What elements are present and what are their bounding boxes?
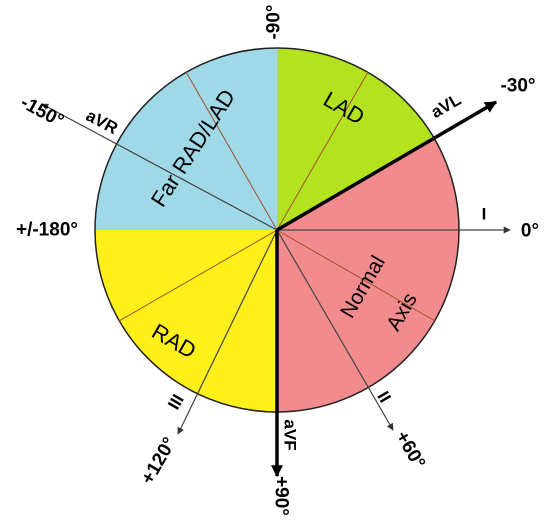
avr-axis [41,103,278,231]
divider-spoke [118,229,278,322]
far-rad-lad-sector [95,48,277,230]
lead-avr-label: aVR [83,106,121,138]
degree-minus-90: -90° [264,4,285,39]
degree-minus-30: -30° [500,76,535,97]
rad-sector [95,230,277,412]
lead-ii-label: II [373,388,394,406]
degree-plus-minus-180: +/-180° [16,220,78,241]
lad-sector [277,47,435,230]
divider-spoke [185,71,278,231]
degree-plus-90: +90° [271,476,292,516]
divider-spokes [118,71,436,322]
degree-zero: 0° [521,221,539,242]
lead-ii-axis [276,229,394,431]
lead-avf-label: aVF [281,419,300,450]
lead-i-label: I [482,205,487,224]
divider-spoke [276,229,436,322]
degree-minus-150: -150° [17,92,67,132]
lead-iii-label: III [164,391,188,413]
lead-axes [41,103,511,435]
divider-spoke [276,71,369,231]
lead-avl-label: aVL [428,90,465,122]
degree-plus-120: +120° [137,434,180,488]
lead-iii-axis [177,229,278,435]
degree-plus-60: +60° [391,428,429,473]
normal-axis-sector [277,139,460,413]
avl-axis [276,100,498,232]
